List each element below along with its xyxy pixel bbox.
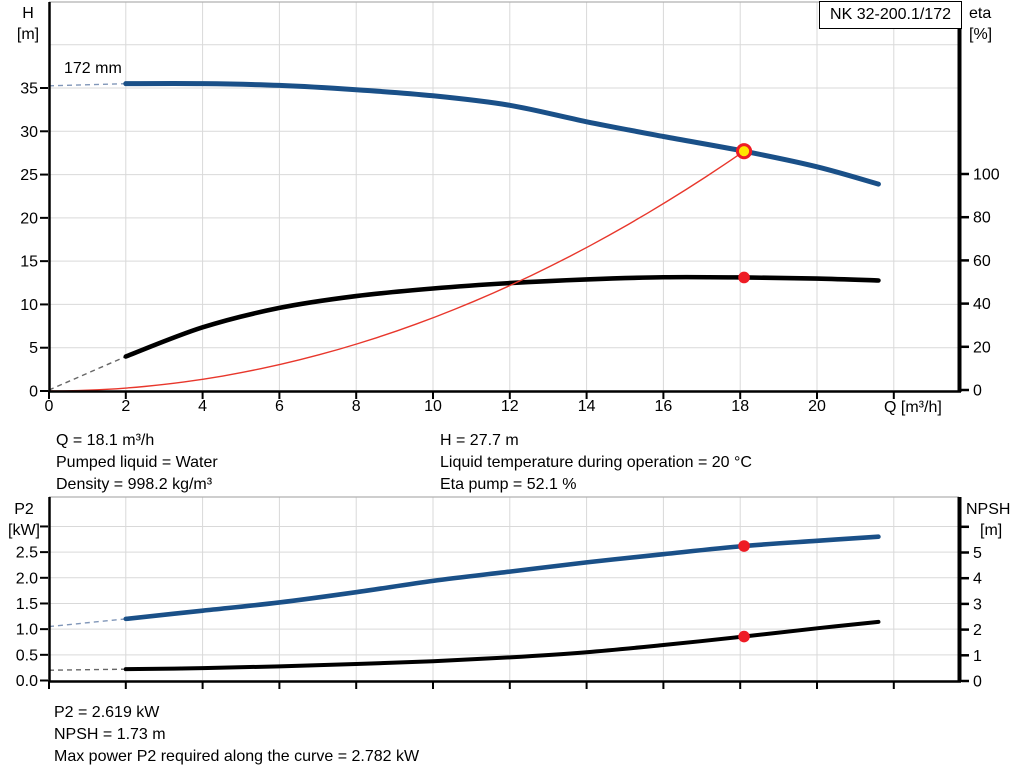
right-tick-label: 0: [973, 383, 982, 400]
left-tick-label: 0.0: [16, 673, 38, 690]
x-tick-label: 10: [424, 398, 442, 415]
left-tick-label: 1.0: [16, 622, 38, 639]
right-tick-label: 2: [973, 622, 982, 639]
x-tick-label: 2: [121, 398, 130, 415]
right-tick-label: 40: [973, 296, 991, 313]
left-tick-label: 0: [29, 384, 38, 401]
eta-axis-title: eta [%]: [969, 3, 992, 45]
head-curve-dashed-extension: [48, 82, 126, 87]
x-tick-label: 8: [352, 398, 361, 415]
left-tick-label: 1.5: [16, 596, 38, 613]
x-tick-label: 14: [578, 398, 596, 415]
efficiency-curve-dashed-extension: [48, 355, 127, 391]
right-tick-label: 0: [973, 674, 982, 691]
right-tick-label: 4: [973, 571, 982, 588]
left-tick-label: 10: [20, 297, 38, 314]
npsh-curve-dashed-extension: [48, 668, 126, 671]
left-tick-label: 5: [29, 340, 38, 357]
p2-curve-dashed-extension: [48, 618, 126, 628]
right-tick-label: 100: [973, 167, 1000, 184]
p2-axis-title: P2 [kW]: [4, 499, 44, 541]
x-tick-label: 12: [501, 398, 519, 415]
h-axis-title-line1: H: [22, 5, 34, 22]
right-tick-label: 1: [973, 648, 982, 665]
head-curve: [123, 81, 881, 187]
left-tick-label: 15: [20, 254, 38, 271]
x-tick-label: 20: [808, 398, 826, 415]
x-tick-label: 4: [198, 398, 207, 415]
duty-info-right: H = 27.7 m Liquid temperature during ope…: [440, 430, 752, 496]
left-tick-label: 2.5: [16, 545, 38, 562]
x-tick-label: 16: [655, 398, 673, 415]
info-line-p2: P2 = 2.619 kW: [54, 704, 160, 721]
info-line-h: H = 27.7 m: [440, 432, 519, 449]
info-line-eta: Eta pump = 52.1 %: [440, 476, 577, 493]
left-tick-label: 0.5: [16, 647, 38, 664]
right-tick-label: 3: [973, 596, 982, 613]
info-line-density: Density = 998.2 kg/m³: [56, 476, 213, 493]
impeller-diameter-label: 172 mm: [64, 60, 122, 77]
result-info: P2 = 2.619 kW NPSH = 1.73 m Max power P2…: [54, 702, 419, 768]
right-tick-label: 5: [973, 545, 982, 562]
efficiency-curve: [123, 274, 881, 359]
npsh-point-marker[interactable]: [738, 630, 750, 643]
left-tick-label: 25: [20, 167, 38, 184]
h-axis-title-line2: [m]: [16, 26, 40, 43]
x-tick-label: 6: [275, 398, 284, 415]
right-tick-label: 80: [973, 210, 991, 227]
h-axis-title: H [m]: [10, 3, 46, 45]
info-line-npsh: NPSH = 1.73 m: [54, 726, 166, 743]
p2-axis-title-line1: P2: [14, 501, 34, 518]
npsh-axis-title: NPSH [m]: [966, 499, 1010, 541]
info-line-q: Q = 18.1 m³/h: [56, 432, 155, 449]
power-npsh-chart: 0.0 0.5 1.0 1.5 2.0 2.5 0 1 2 3 4 5: [16, 496, 982, 691]
head-efficiency-chart: 0 2 4 6 8 10 12 14 16 18 20 0 5 10 15 20 25 30 35 0 20 40 60 80…: [20, 1, 1000, 415]
left-tick-label: 30: [20, 124, 38, 141]
info-line-maxpower: Max power P2 required along the curve = …: [54, 748, 420, 765]
eta-axis-title-line1: eta: [969, 5, 992, 22]
efficiency-point-marker[interactable]: [738, 271, 750, 284]
x-tick-label: 18: [731, 398, 749, 415]
npsh-axis-title-line2: [m]: [980, 522, 1003, 539]
left-tick-label: 20: [20, 210, 38, 227]
left-tick-label: 2.0: [16, 570, 38, 587]
right-tick-label: 20: [973, 339, 991, 356]
info-line-temperature: Liquid temperature during operation = 20…: [440, 454, 752, 471]
p2-point-marker[interactable]: [738, 540, 750, 552]
p2-axis-title-line2: [kW]: [8, 522, 40, 539]
pump-type-box: NK 32-200.1/172: [819, 1, 962, 29]
info-line-liquid: Pumped liquid = Water: [56, 454, 218, 471]
left-tick-label: 35: [20, 81, 38, 98]
system-curve: [48, 150, 745, 392]
npsh-curve: [123, 619, 881, 672]
q-axis-title: Q [m³/h]: [884, 399, 942, 416]
x-tick-label: 0: [45, 398, 54, 415]
right-tick-label: 60: [973, 253, 991, 270]
p2-curve: [123, 534, 881, 622]
duty-info-left: Q = 18.1 m³/h Pumped liquid = Water Dens…: [56, 430, 218, 496]
npsh-axis-title-line1: NPSH: [966, 501, 1011, 518]
eta-axis-title-line2: [%]: [969, 26, 993, 43]
duty-point-marker[interactable]: [735, 143, 753, 160]
